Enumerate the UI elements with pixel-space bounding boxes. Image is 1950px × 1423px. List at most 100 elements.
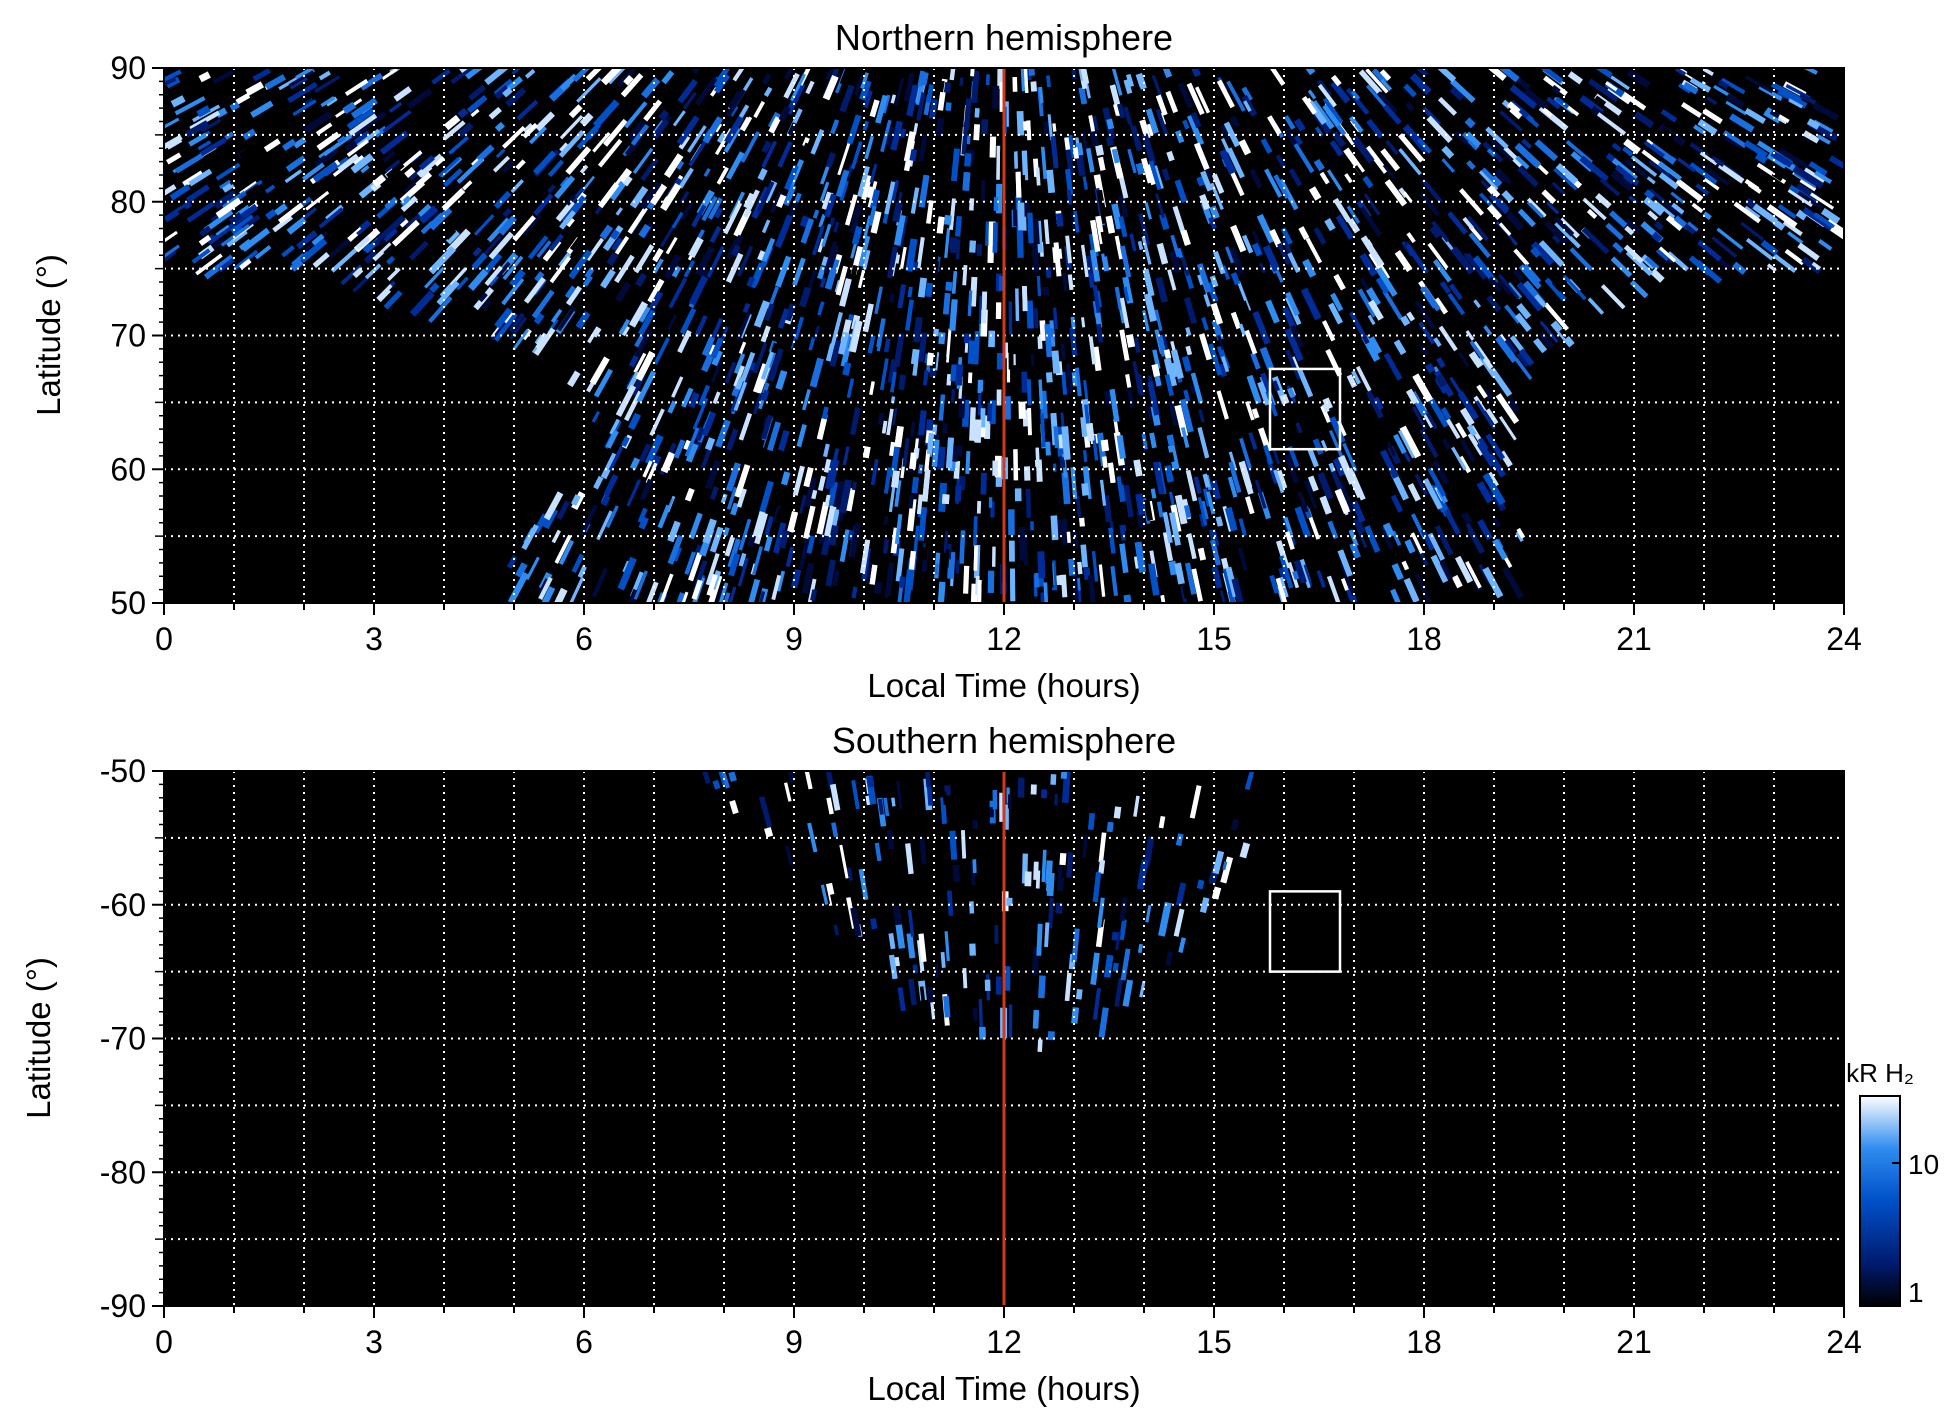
north-emission-streak xyxy=(1185,469,1198,502)
north-emission-streak xyxy=(509,269,526,288)
north-emission-streak xyxy=(688,392,700,408)
north-emission-streak xyxy=(1422,106,1441,126)
colorbar-gradient xyxy=(1859,1095,1901,1307)
north-emission-streak xyxy=(1322,403,1330,413)
north-emission-streak xyxy=(1346,205,1361,224)
north-emission-streak xyxy=(738,412,752,441)
north-emission-streak xyxy=(1197,427,1210,459)
north-emission-streak xyxy=(1039,320,1047,341)
south-emission-streak xyxy=(829,783,841,811)
north-emission-streak xyxy=(1184,562,1197,595)
north-emission-streak xyxy=(596,510,613,541)
north-emission-streak xyxy=(1126,334,1136,348)
south-emission-streak xyxy=(807,822,818,853)
north-emission-streak xyxy=(839,180,849,202)
north-emission-streak xyxy=(322,133,353,157)
north-emission-streak xyxy=(1155,94,1168,116)
north-emission-streak xyxy=(957,445,963,457)
north-emission-streak xyxy=(1658,246,1677,263)
north-emission-streak xyxy=(809,357,824,388)
north-emission-streak xyxy=(1275,154,1287,169)
north-emission-streak xyxy=(1358,69,1383,95)
north-emission-streak xyxy=(1046,169,1056,194)
north-emission-streak xyxy=(1047,114,1054,141)
north-emission-streak xyxy=(1505,211,1525,231)
north-emission-streak xyxy=(621,436,630,448)
north-emission-streak xyxy=(1462,217,1475,230)
north-emission-streak xyxy=(1758,84,1783,101)
north-emission-streak xyxy=(1070,467,1078,499)
north-emission-streak xyxy=(1486,185,1501,199)
north-emission-streak xyxy=(926,84,934,103)
north-emission-streak xyxy=(1651,231,1663,243)
north-emission-streak xyxy=(1582,197,1607,221)
north-emission-streak xyxy=(1038,379,1044,409)
north-emission-streak xyxy=(659,573,674,603)
north-emission-streak xyxy=(969,240,977,253)
north-emission-streak xyxy=(312,161,339,183)
north-emission-streak xyxy=(1612,241,1624,254)
north-emission-streak xyxy=(768,348,784,382)
north-emission-streak xyxy=(832,569,840,587)
north-emission-streak xyxy=(1485,126,1509,150)
north-emission-streak xyxy=(862,446,871,459)
north-emission-streak xyxy=(1152,296,1162,317)
north-emission-streak xyxy=(1052,307,1058,330)
north-emission-streak xyxy=(592,99,620,128)
north-emission-streak xyxy=(635,350,656,382)
north-emission-streak xyxy=(199,225,212,237)
north-emission-streak xyxy=(1313,227,1327,245)
south-emission-streak xyxy=(908,978,917,1006)
north-emission-streak xyxy=(608,180,627,201)
north-emission-streak xyxy=(792,257,806,286)
north-emission-streak xyxy=(1412,373,1433,403)
north-emission-streak xyxy=(1542,107,1553,117)
north-emission-streak xyxy=(502,207,512,218)
north-emission-streak xyxy=(883,338,891,353)
north-emission-streak xyxy=(1206,491,1216,515)
north-emission-streak xyxy=(1287,387,1296,399)
north-emission-streak xyxy=(1313,158,1325,172)
north-emission-streak xyxy=(1218,363,1228,378)
north-emission-streak xyxy=(709,226,722,244)
north-emission-streak xyxy=(1133,459,1143,477)
north-emission-streak xyxy=(1530,246,1542,258)
north-emission-streak xyxy=(1156,334,1167,357)
north-emission-streak xyxy=(1100,231,1108,257)
north-emission-streak xyxy=(903,72,915,102)
south-emission-streak xyxy=(969,943,976,956)
north-emission-streak xyxy=(1428,397,1450,428)
north-grid xyxy=(164,68,1844,603)
north-emission-streak xyxy=(761,140,777,168)
north-emission-streak xyxy=(736,488,747,508)
north-emission-streak xyxy=(1622,175,1633,186)
north-emission-streak xyxy=(1454,130,1469,145)
north-emission-streak xyxy=(1400,315,1411,327)
north-emission-streak xyxy=(1045,267,1052,279)
north-emission-streak xyxy=(985,74,990,86)
north-emission-streak xyxy=(1244,329,1258,355)
north-emission-streak xyxy=(1240,467,1254,495)
north-emission-streak xyxy=(842,362,852,376)
north-emission-streak xyxy=(1189,384,1196,394)
north-emission-streak xyxy=(881,420,888,434)
north-emission-streak xyxy=(1072,531,1079,549)
north-emission-streak xyxy=(728,586,737,603)
north-emission-streak xyxy=(502,255,524,281)
north-emission-streak xyxy=(729,105,739,117)
south-x-tick-label: 18 xyxy=(1406,1324,1442,1360)
north-emission-streak xyxy=(1553,167,1578,191)
north-emission-streak xyxy=(525,69,536,79)
north-emission-streak xyxy=(1486,148,1496,158)
north-emission-streak xyxy=(803,467,814,488)
north-emission-streak xyxy=(825,343,837,362)
north-emission-streak xyxy=(595,556,607,573)
north-emission-streak xyxy=(464,68,484,80)
north-emission-streak xyxy=(549,256,572,284)
north-emission-streak xyxy=(963,565,970,594)
north-emission-streak xyxy=(1526,200,1544,219)
north-emission-streak xyxy=(942,423,948,434)
north-emission-streak xyxy=(431,68,451,85)
north-emission-streak xyxy=(810,129,825,155)
north-emission-streak xyxy=(1697,119,1718,136)
